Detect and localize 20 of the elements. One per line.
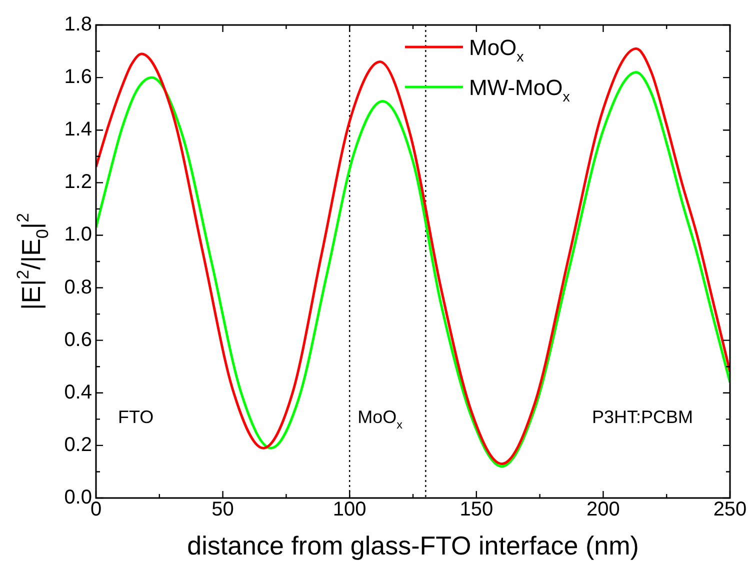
y-tick-label: 1.4 [64,118,92,141]
y-tick-label: 1.2 [64,171,92,194]
y-tick-label: 0.2 [64,434,92,456]
y-tick-label: 1.0 [64,224,92,246]
x-axis-title: distance from glass-FTO interface (nm) [187,530,639,561]
y-tick-label: 0.0 [64,486,92,509]
annotation: P3HT:PCBM [592,407,694,427]
x-tick-label: 100 [332,498,366,521]
y-tick-label: 1.6 [64,66,92,88]
annotation: FTO [118,407,154,427]
y-tick-label: 0.4 [64,381,92,404]
y-tick-label: 0.8 [64,276,92,298]
y-tick-label: 1.8 [64,14,92,36]
y-axis-title: |E|2/|E0|2 [13,212,52,310]
x-tick-label: 250 [713,498,747,521]
x-tick-label: 50 [212,498,234,521]
x-tick-label: 0 [90,498,102,521]
x-tick-label: 150 [460,498,494,521]
x-tick-label: 200 [586,498,620,521]
y-tick-label: 0.6 [64,328,92,351]
